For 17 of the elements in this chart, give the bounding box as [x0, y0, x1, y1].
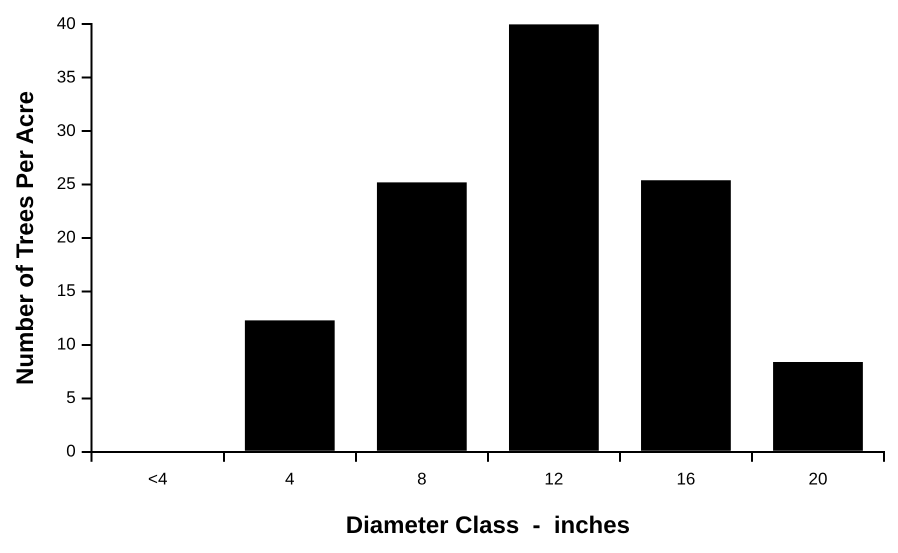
y-tick-label: 35	[56, 67, 76, 86]
x-tick-label: 12	[544, 470, 564, 489]
x-tick-label: 20	[808, 470, 828, 489]
y-axis-title: Number of Trees Per Acre	[12, 91, 40, 385]
y-tick-label: 5	[66, 388, 76, 408]
y-tick-label: 30	[56, 120, 76, 140]
y-tick-label: 40	[56, 14, 76, 33]
x-tick-label: 4	[285, 470, 295, 489]
y-tick-label: 25	[56, 174, 76, 194]
x-tick-label: <4	[148, 470, 168, 489]
y-tick-label: 20	[56, 228, 76, 247]
y-tick-label: 0	[66, 441, 76, 460]
y-tick-label: 15	[56, 281, 76, 300]
x-tick-label: 8	[417, 470, 427, 489]
x-axis-title: Diameter Class - inches	[346, 512, 630, 540]
y-tick-label: 10	[56, 334, 76, 354]
x-tick-label: 16	[676, 470, 696, 489]
